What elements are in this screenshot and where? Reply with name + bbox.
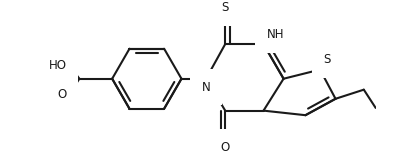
Text: NH: NH xyxy=(267,28,285,41)
Text: O: O xyxy=(220,141,230,154)
Text: HO: HO xyxy=(49,59,66,72)
Text: S: S xyxy=(222,1,229,14)
Text: O: O xyxy=(57,88,66,101)
Text: N: N xyxy=(202,81,210,94)
Text: S: S xyxy=(324,53,331,66)
